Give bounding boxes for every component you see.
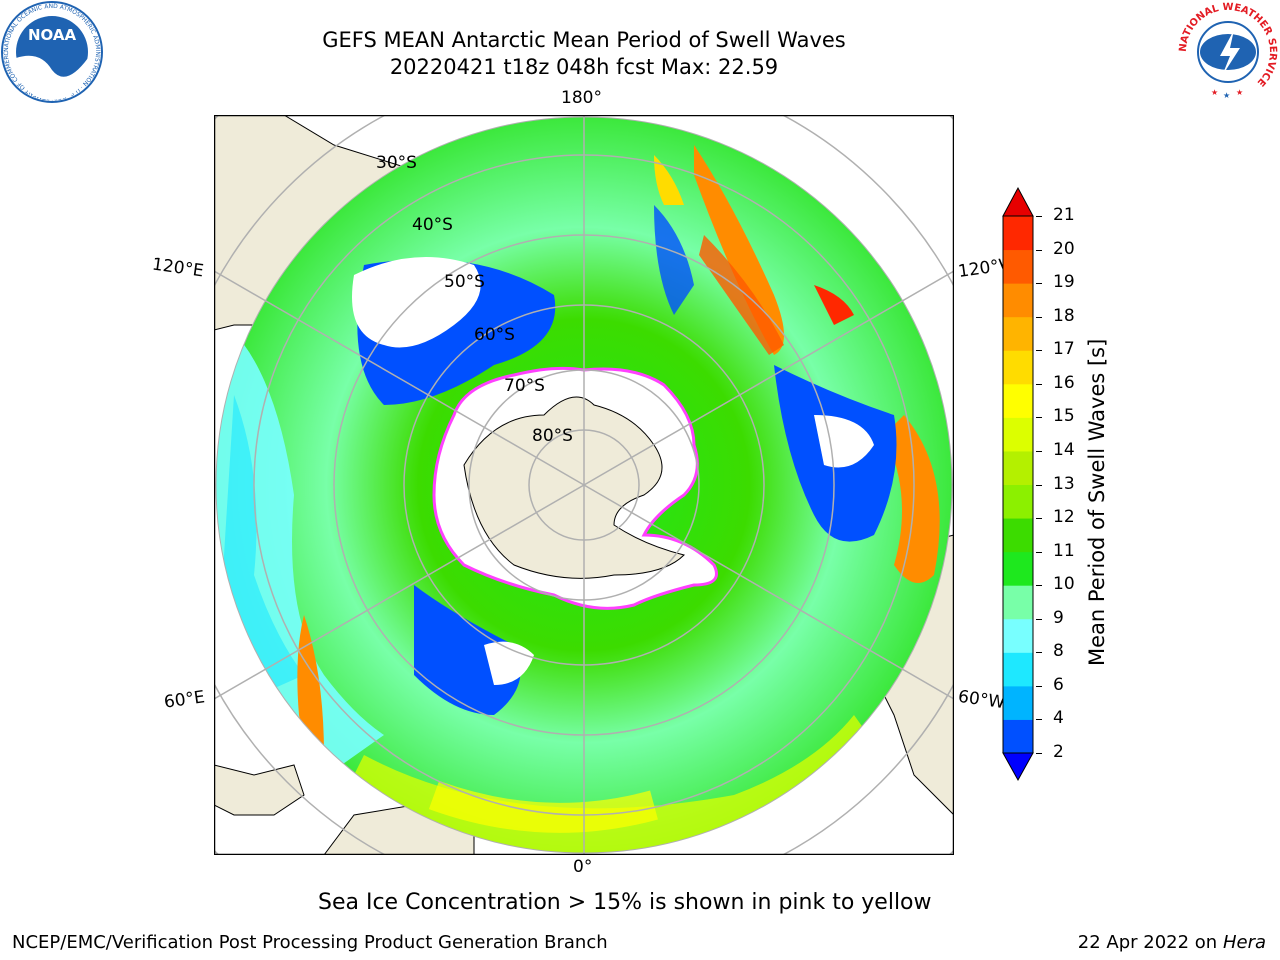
colorbar-segment (1003, 685, 1033, 720)
colorbar-tick-mark (1036, 551, 1042, 553)
footer-date-text: 22 Apr 2022 on (1077, 932, 1218, 953)
colorbar-tick-mark (1036, 316, 1042, 318)
lat-label-70s: 70°S (504, 376, 545, 396)
colorbar-segment (1003, 551, 1033, 586)
colorbar-segment (1003, 518, 1033, 553)
chart-title: GEFS MEAN Antarctic Mean Period of Swell… (322, 28, 846, 52)
colorbar (1002, 186, 1034, 782)
colorbar-tick-mark (1036, 283, 1042, 285)
colorbar-segment (1003, 719, 1033, 754)
colorbar-tick-label: 19 (1053, 272, 1075, 293)
colorbar-segment (1003, 350, 1033, 385)
svg-text:★: ★ (1211, 88, 1218, 97)
lon-label-0: 0° (573, 857, 593, 877)
colorbar-segment (1003, 216, 1033, 251)
colorbar-tick-mark (1036, 753, 1042, 754)
colorbar-tick-label: 20 (1053, 238, 1075, 259)
colorbar-tick-label: 10 (1053, 574, 1075, 595)
colorbar-segment (1003, 450, 1033, 485)
colorbar-tick-label: 17 (1053, 339, 1075, 360)
colorbar-tick-label: 11 (1053, 540, 1075, 561)
lon-label-60e: 60°E (162, 687, 207, 713)
colorbar-tick-label: 4 (1053, 708, 1064, 729)
sea-ice-caption: Sea Ice Concentration > 15% is shown in … (318, 890, 932, 915)
colorbar-tick-label: 16 (1053, 372, 1075, 393)
svg-text:★: ★ (1223, 91, 1230, 100)
colorbar-segment (1003, 249, 1033, 284)
footer-date: 22 Apr 2022 on Hera (1078, 932, 1266, 953)
colorbar-tick-label: 2 (1053, 742, 1064, 762)
colorbar-tick-mark (1036, 216, 1042, 217)
colorbar-tick-mark (1036, 417, 1042, 419)
colorbar-tick-label: 12 (1053, 507, 1075, 528)
colorbar-tick-mark (1036, 685, 1042, 687)
colorbar-segment (1003, 316, 1033, 351)
footer-host: Hera (1222, 932, 1266, 953)
svg-text:★: ★ (1236, 88, 1243, 97)
noaa-logo-text: NOAA (28, 26, 77, 44)
lat-label-60s: 60°S (474, 325, 515, 345)
longitude-gridlines (214, 115, 954, 855)
colorbar-tick-mark (1036, 652, 1042, 654)
colorbar-tick-mark (1036, 249, 1042, 251)
colorbar-segment (1003, 283, 1033, 318)
colorbar-tick-label: 8 (1053, 641, 1064, 662)
colorbar-segment (1003, 383, 1033, 418)
colorbar-tick-mark (1036, 350, 1042, 352)
lat-label-80s: 80°S (532, 426, 573, 446)
antarctic-map: 30°S 40°S 50°S 60°S 70°S 80°S (214, 115, 954, 855)
lat-label-40s: 40°S (412, 215, 453, 235)
map-frame (214, 115, 954, 855)
lat-label-50s: 50°S (444, 272, 485, 292)
footer-branch: NCEP/EMC/Verification Post Processing Pr… (12, 932, 608, 953)
colorbar-tick-label: 6 (1053, 674, 1064, 695)
colorbar-tick-label: 14 (1053, 439, 1075, 460)
colorbar-segment (1003, 484, 1033, 519)
colorbar-tick-label: 15 (1053, 406, 1075, 427)
colorbar-tick-label: 9 (1053, 607, 1064, 628)
colorbar-tick-mark (1036, 484, 1042, 486)
colorbar-tick-mark (1036, 719, 1042, 721)
colorbar-tick-mark (1036, 450, 1042, 452)
noaa-logo-icon: NATIONAL OCEANIC AND ATMOSPHERIC ADMINIS… (0, 0, 103, 103)
colorbar-tick-label: 13 (1053, 473, 1075, 494)
colorbar-tick-mark (1036, 618, 1042, 620)
lat-label-30s: 30°S (376, 153, 417, 173)
colorbar-segment (1003, 652, 1033, 687)
lon-label-180: 180° (561, 88, 602, 108)
colorbar-tick-label: 21 (1053, 205, 1075, 225)
lon-label-120e: 120°E (150, 254, 205, 282)
colorbar-title: Mean Period of Swell Waves [s] (1085, 338, 1109, 666)
nws-logo-icon: NATIONAL WEATHER SERVICE ★ ★ ★ (1178, 2, 1278, 102)
chart-subtitle: 20220421 t18z 048h fcst Max: 22.59 (389, 55, 779, 79)
colorbar-segment (1003, 585, 1033, 620)
colorbar-tick-label: 18 (1053, 305, 1075, 326)
colorbar-segment (1003, 618, 1033, 653)
colorbar-segment (1003, 417, 1033, 452)
lon-label-60w: 60°W (956, 686, 1007, 714)
colorbar-tick-mark (1036, 383, 1042, 385)
colorbar-tick-mark (1036, 518, 1042, 520)
colorbar-tick-mark (1036, 585, 1042, 587)
